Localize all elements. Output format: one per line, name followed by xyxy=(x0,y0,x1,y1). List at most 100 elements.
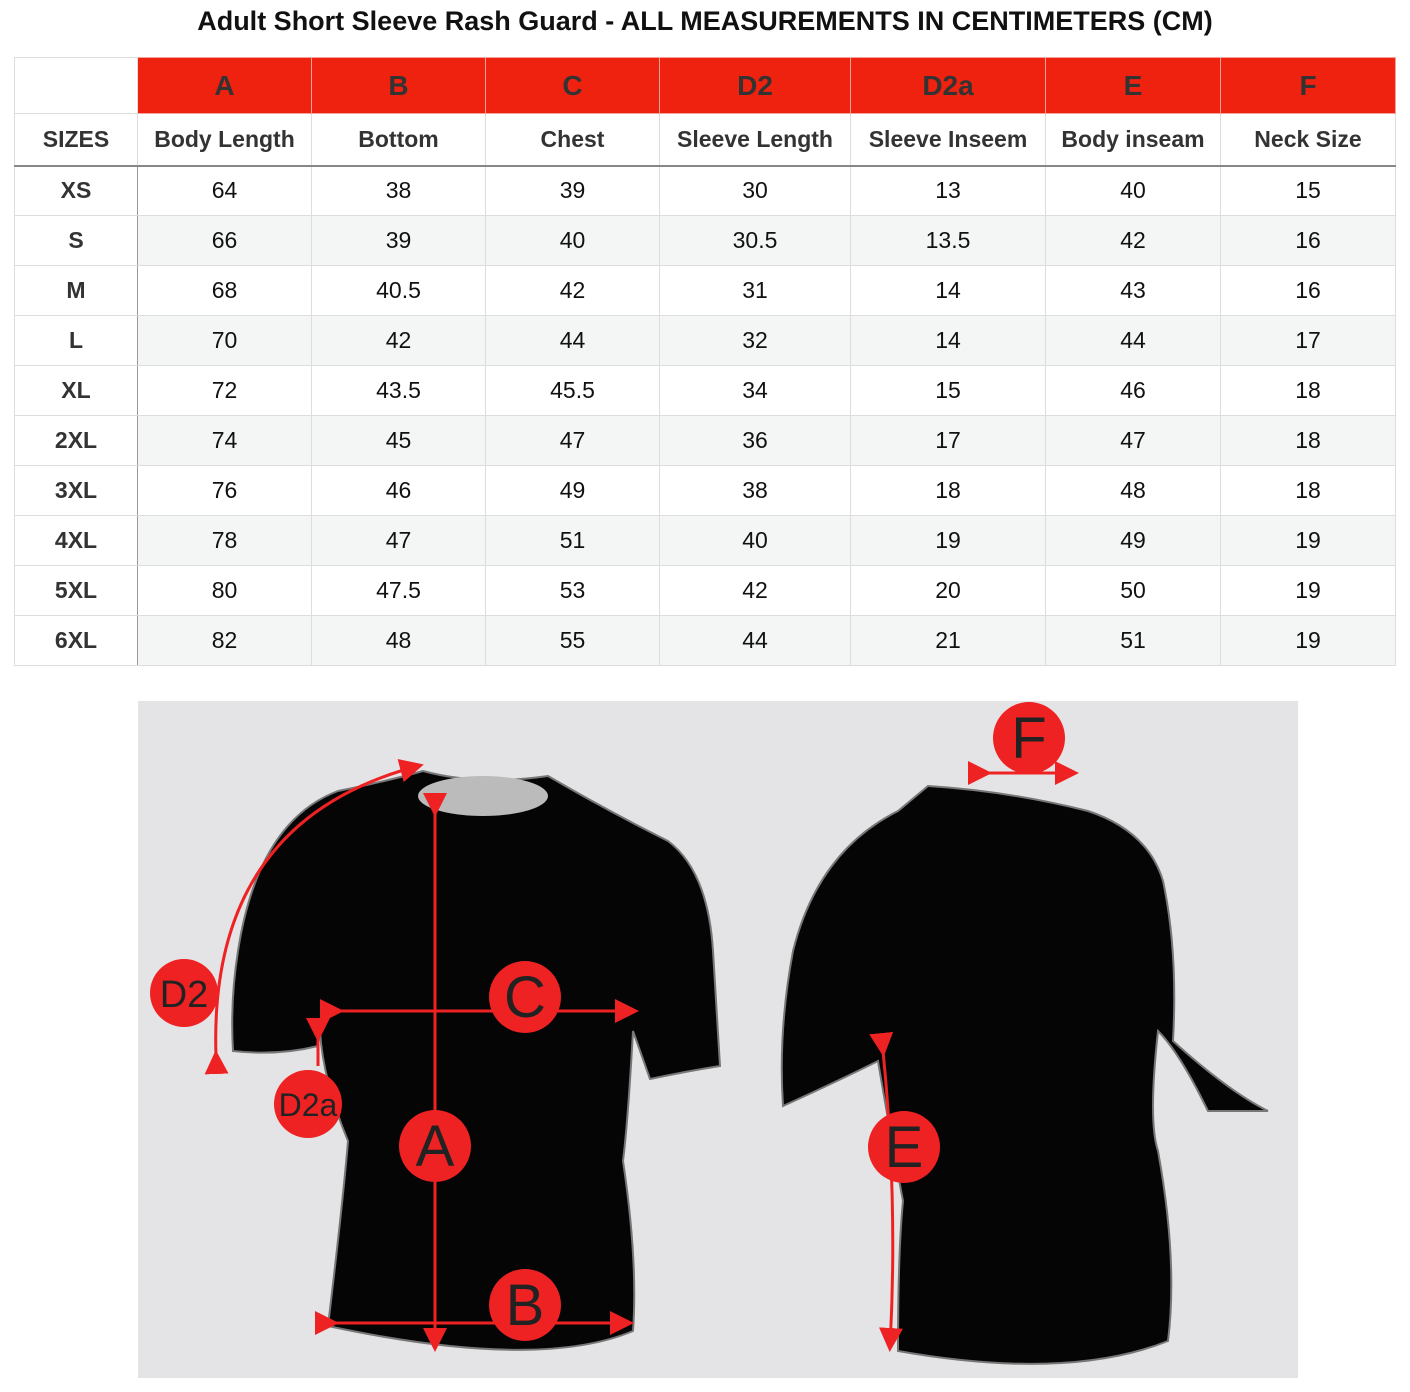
measurement-cell: 46 xyxy=(1045,365,1221,416)
measurement-cell: 40 xyxy=(485,215,660,266)
measurement-cell: 42 xyxy=(1045,215,1221,266)
measurement-cell: 19 xyxy=(1220,615,1396,666)
measurement-cell: 70 xyxy=(137,315,312,366)
measurement-cell: 64 xyxy=(137,165,312,216)
measurement-cell: 18 xyxy=(850,465,1046,516)
measurement-cell: 68 xyxy=(137,265,312,316)
measurement-cell: 18 xyxy=(1220,465,1396,516)
measurement-cell: 49 xyxy=(485,465,660,516)
measurement-cell: 17 xyxy=(850,415,1046,466)
measurement-cell: 18 xyxy=(1220,365,1396,416)
table-row: 2XL 74 45 47 36 17 47 18 xyxy=(14,415,1396,466)
measurement-cell: 40.5 xyxy=(311,265,486,316)
measurement-cell: 43 xyxy=(1045,265,1221,316)
label-d2a: D2a xyxy=(279,1087,338,1123)
label-c: C xyxy=(504,965,546,1030)
measurement-cell: 46 xyxy=(311,465,486,516)
measurement-cell: 47 xyxy=(311,515,486,566)
measurement-cell: 48 xyxy=(1045,465,1221,516)
measurement-cell: 31 xyxy=(659,265,851,316)
measurement-cell: 39 xyxy=(311,215,486,266)
measurement-cell: 39 xyxy=(485,165,660,216)
measurement-cell: 14 xyxy=(850,315,1046,366)
measurement-cell: 15 xyxy=(850,365,1046,416)
measurement-cell: 13.5 xyxy=(850,215,1046,266)
column-letter-a: A xyxy=(137,57,312,114)
measurement-cell: 40 xyxy=(1045,165,1221,216)
measurement-cell: 55 xyxy=(485,615,660,666)
size-label: XL xyxy=(14,365,138,416)
back-shirt xyxy=(780,784,1269,1365)
measurement-cell: 66 xyxy=(137,215,312,266)
measurement-cell: 18 xyxy=(1220,415,1396,466)
column-header: Sleeve Length xyxy=(659,113,851,167)
size-label: XS xyxy=(14,165,138,216)
size-label: M xyxy=(14,265,138,316)
table-row: L 70 42 44 32 14 44 17 xyxy=(14,315,1396,366)
measurement-cell: 38 xyxy=(659,465,851,516)
measurement-cell: 15 xyxy=(1220,165,1396,216)
measurement-cell: 13 xyxy=(850,165,1046,216)
measurement-cell: 78 xyxy=(137,515,312,566)
table-row: XS 64 38 39 30 13 40 15 xyxy=(14,165,1396,216)
table-row: 5XL 80 47.5 53 42 20 50 19 xyxy=(14,565,1396,616)
measurement-cell: 47 xyxy=(1045,415,1221,466)
measurement-cell: 45 xyxy=(311,415,486,466)
measurement-cell: 47 xyxy=(485,415,660,466)
measurement-cell: 44 xyxy=(1045,315,1221,366)
size-label: L xyxy=(14,315,138,366)
label-b: B xyxy=(506,1273,545,1338)
measurement-cell: 45.5 xyxy=(485,365,660,416)
front-shirt xyxy=(231,769,722,1351)
measurement-cell: 49 xyxy=(1045,515,1221,566)
measurement-cell: 43.5 xyxy=(311,365,486,416)
column-header: Sleeve Inseem xyxy=(850,113,1046,167)
measurement-cell: 20 xyxy=(850,565,1046,616)
page-title: Adult Short Sleeve Rash Guard - ALL MEAS… xyxy=(197,6,1213,36)
column-letter-b: B xyxy=(311,57,486,114)
measurement-cell: 30.5 xyxy=(659,215,851,266)
measurement-cell: 74 xyxy=(137,415,312,466)
shirt-measurement-diagram: A C B D2 D2a E F xyxy=(138,701,1298,1378)
column-letter-d2a: D2a xyxy=(850,57,1046,114)
measurement-cell: 19 xyxy=(850,515,1046,566)
measurement-cell: 82 xyxy=(137,615,312,666)
measurement-cell: 80 xyxy=(137,565,312,616)
measurement-cell: 51 xyxy=(1045,615,1221,666)
table-row: XL 72 43.5 45.5 34 15 46 18 xyxy=(14,365,1396,416)
column-letter-f: F xyxy=(1220,57,1396,114)
measurement-cell: 38 xyxy=(311,165,486,216)
measurement-cell: 72 xyxy=(137,365,312,416)
column-header: Neck Size xyxy=(1220,113,1396,167)
size-label: 2XL xyxy=(14,415,138,466)
measurement-cell: 19 xyxy=(1220,515,1396,566)
table-row: S 66 39 40 30.5 13.5 42 16 xyxy=(14,215,1396,266)
size-label: 5XL xyxy=(14,565,138,616)
column-header: Body inseam xyxy=(1045,113,1221,167)
column-header: Chest xyxy=(485,113,660,167)
measurement-cell: 17 xyxy=(1220,315,1396,366)
label-f: F xyxy=(1011,706,1046,771)
measurement-cell: 53 xyxy=(485,565,660,616)
label-a: A xyxy=(416,1114,455,1179)
size-label: 4XL xyxy=(14,515,138,566)
measurement-cell: 42 xyxy=(311,315,486,366)
size-label: S xyxy=(14,215,138,266)
measurement-cell: 42 xyxy=(659,565,851,616)
label-d2: D2 xyxy=(160,974,209,1016)
measurement-cell: 51 xyxy=(485,515,660,566)
measurement-cell: 47.5 xyxy=(311,565,486,616)
measurement-cell: 40 xyxy=(659,515,851,566)
column-letter-c: C xyxy=(485,57,660,114)
measurement-cell: 44 xyxy=(485,315,660,366)
measurement-cell: 44 xyxy=(659,615,851,666)
measurement-cell: 34 xyxy=(659,365,851,416)
table-row: M 68 40.5 42 31 14 43 16 xyxy=(14,265,1396,316)
measurement-cell: 32 xyxy=(659,315,851,366)
measurement-cell: 76 xyxy=(137,465,312,516)
column-header: Body Length xyxy=(137,113,312,167)
column-letter-d2: D2 xyxy=(659,57,851,114)
column-header: Bottom xyxy=(311,113,486,167)
column-letter-e: E xyxy=(1045,57,1221,114)
size-chart-table: A B C D2 D2a E F SIZES Body Length Bottom Chest Sl… xyxy=(14,57,1396,666)
